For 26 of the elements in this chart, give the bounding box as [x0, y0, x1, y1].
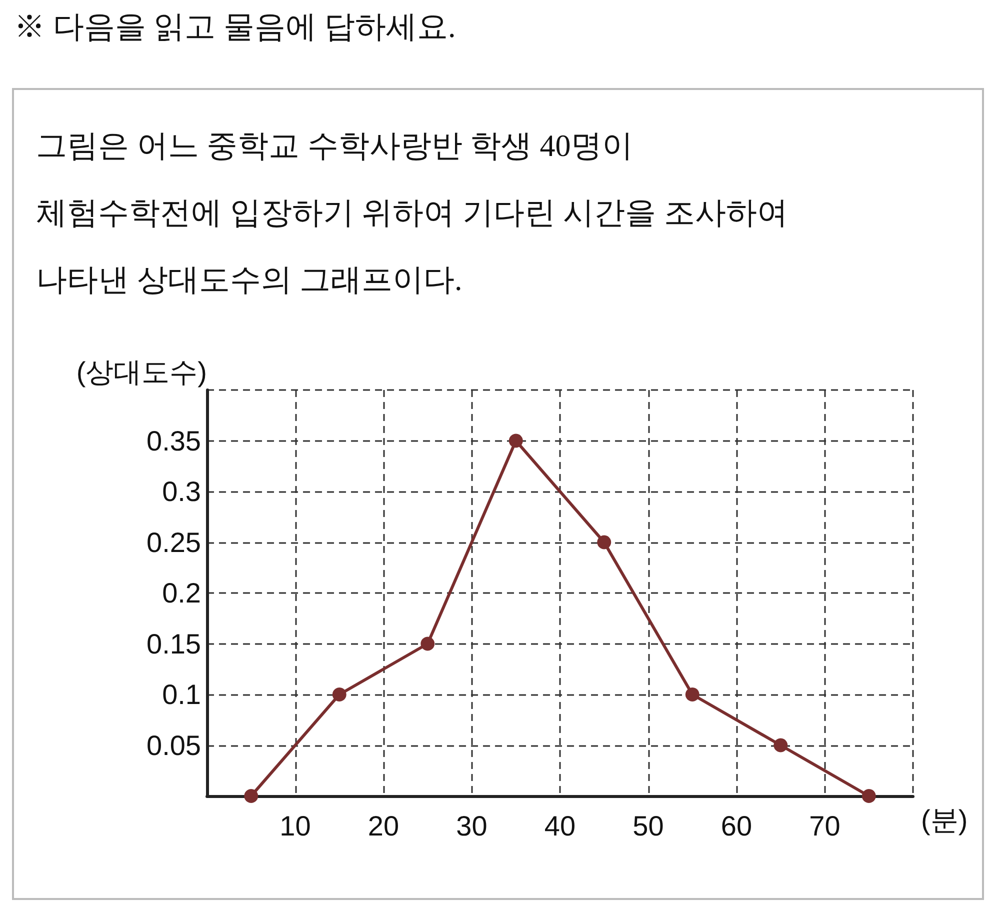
x-tick-label: 50 [632, 810, 664, 842]
y-tick-label: 0.2 [162, 578, 201, 608]
y-tick-label: 0.05 [146, 730, 201, 761]
point [774, 738, 788, 752]
point [420, 636, 435, 651]
y-tick-label: 0.15 [146, 628, 201, 660]
point [508, 434, 523, 448]
x-axis-title: (분) [921, 804, 968, 836]
x-tick-label: 40 [544, 810, 576, 842]
y-axis-title: (상대도수) [76, 356, 207, 388]
x-tick-label: 70 [809, 810, 840, 842]
point [685, 688, 700, 702]
y-tick-label: 0.35 [146, 425, 201, 456]
x-tick-label: 20 [368, 810, 400, 842]
point [332, 688, 346, 702]
point [597, 535, 612, 550]
x-tick-label: 10 [280, 810, 311, 842]
y-tick-label: 0.3 [162, 476, 201, 507]
y-tick-label: 0.1 [162, 679, 201, 710]
x-tick-label: 60 [720, 810, 752, 842]
x-tick-label: 30 [456, 810, 488, 842]
point [862, 789, 876, 803]
chart-title: ※ 다음을 읽고 물음에 답하세요. [14, 8, 456, 46]
chart-subtitle: 그림은 어느 중학교 수학사랑반 학생 40명이 체험수학전에 입장하기 위하여 기다린 시간을 조사하여 나타낸 상대도수의 그래프이다. [36, 127, 788, 299]
point [244, 789, 258, 803]
y-tick-label: 0.25 [146, 526, 201, 558]
